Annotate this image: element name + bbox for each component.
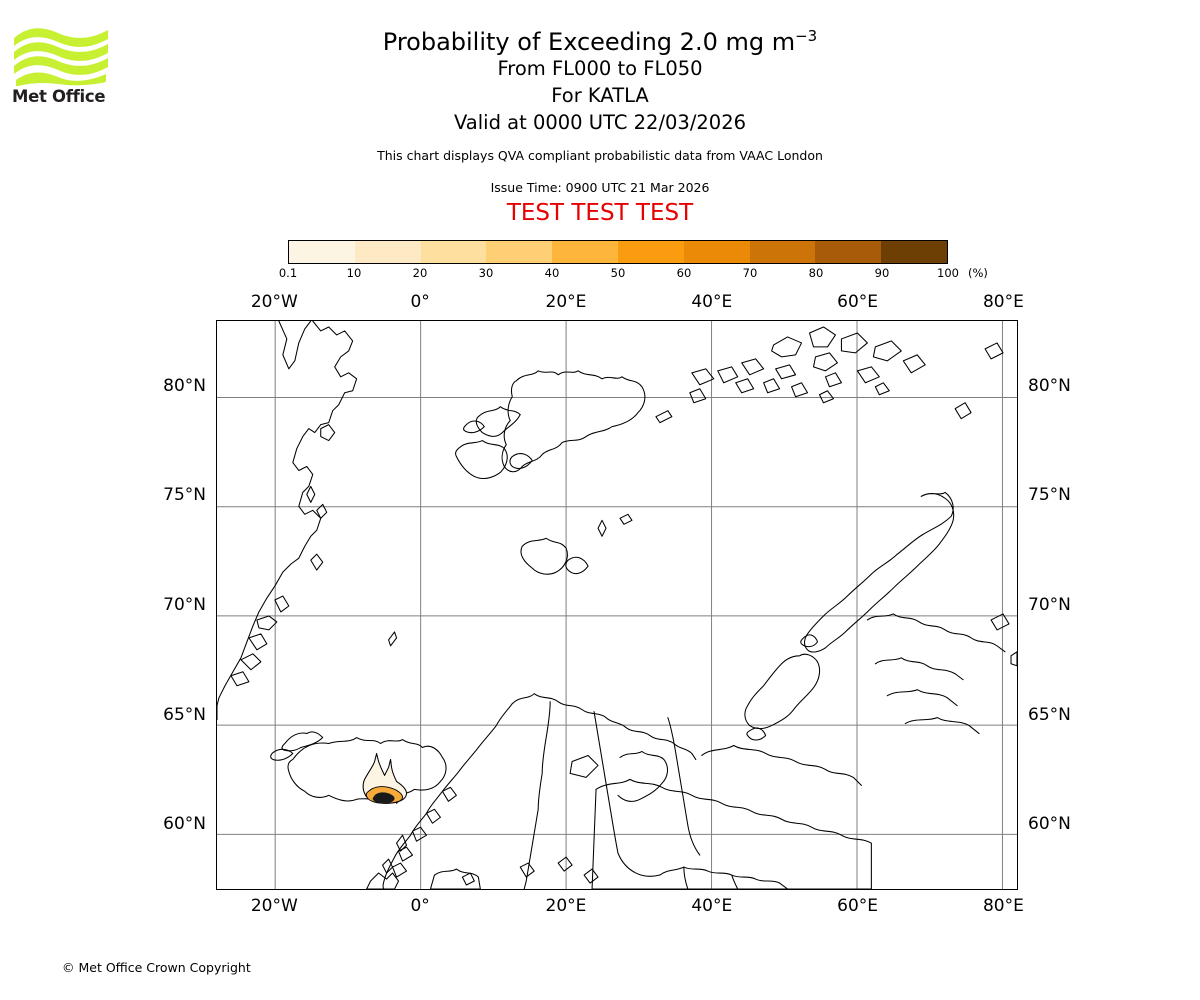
colorbar-tick-90: 90 xyxy=(874,266,890,280)
copyright-footer: © Met Office Crown Copyright xyxy=(62,960,251,975)
colorbar-tick-50: 50 xyxy=(610,266,626,280)
axis-left-label-80: 80°N xyxy=(163,375,206,396)
axis-left-label-75: 75°N xyxy=(163,485,206,506)
axis-bottom-label-0: 0° xyxy=(410,896,430,916)
axis-top-label-40: 40°E xyxy=(691,292,733,312)
colorbar-ticklabels: 0.1 10 20 30 40 50 60 70 80 90 100 xyxy=(279,266,959,282)
axis-top-label-0: 0° xyxy=(410,292,430,312)
volcano-line: For KATLA xyxy=(551,84,649,108)
title-block: Probability of Exceeding 2.0 mg m−3 From… xyxy=(0,0,1200,226)
colorbar-tick-70: 70 xyxy=(742,266,758,280)
met-office-brand-text: Met Office xyxy=(12,87,106,106)
flight-level-line: From FL000 to FL050 xyxy=(497,57,703,81)
colorbar-tick-60: 60 xyxy=(676,266,692,280)
chart-note: This chart displays QVA compliant probab… xyxy=(377,148,823,164)
axis-right-label-80: 80°N xyxy=(1028,375,1071,396)
axis-right-label-60: 60°N xyxy=(1028,814,1071,835)
axis-top-label--20: 20°W xyxy=(250,292,298,312)
colorbar-band-5 xyxy=(617,241,684,263)
map-canvas xyxy=(217,321,1017,889)
colorbar-band-3 xyxy=(486,241,553,263)
axis-left-label-60: 60°N xyxy=(163,814,206,835)
axis-right-label-75: 75°N xyxy=(1028,485,1071,506)
axis-left-label-70: 70°N xyxy=(163,594,206,615)
colorbar-tick-10: 10 xyxy=(346,266,362,280)
colorbar-tick-30: 30 xyxy=(478,266,494,280)
colorbar-tick-100: 100 xyxy=(937,266,959,280)
page-title-text: Probability of Exceeding 2.0 mg m xyxy=(382,28,796,56)
map-plot-area[interactable] xyxy=(216,320,1018,890)
axis-bottom-label-80: 80°E xyxy=(982,896,1024,916)
axis-top-label-60: 60°E xyxy=(837,292,879,312)
axis-right-label-70: 70°N xyxy=(1028,594,1071,615)
issue-time: Issue Time: 0900 UTC 21 Mar 2026 xyxy=(490,180,710,196)
colorbar-band-1 xyxy=(354,241,421,263)
colorbar-band-0 xyxy=(289,241,355,263)
colorbar xyxy=(288,240,948,264)
axis-top-label-80: 80°E xyxy=(982,292,1024,312)
axis-left-label-65: 65°N xyxy=(163,704,206,725)
ash-plume-contour xyxy=(362,752,408,804)
colorbar-band-2 xyxy=(420,241,487,263)
colorbar-unit-label: (%) xyxy=(968,266,988,280)
valid-time-line: Valid at 0000 UTC 22/03/2026 xyxy=(453,111,747,135)
page-title-exponent: −3 xyxy=(795,27,818,45)
colorbar-band-9 xyxy=(881,241,947,263)
axis-bottom-label--20: 20°W xyxy=(250,896,298,916)
met-office-waves-icon xyxy=(14,28,108,86)
colorbar-band-4 xyxy=(552,241,618,263)
colorbar-band-8 xyxy=(815,241,882,263)
met-office-logo: Met Office xyxy=(12,24,112,114)
colorbar-tick-20: 20 xyxy=(412,266,428,280)
axis-right-label-65: 65°N xyxy=(1028,704,1071,725)
colorbar-bands xyxy=(288,240,948,264)
axis-bottom-label-60: 60°E xyxy=(837,896,879,916)
colorbar-tick-40: 40 xyxy=(544,266,560,280)
colorbar-tick-80: 80 xyxy=(808,266,824,280)
map-coastlines xyxy=(217,321,1017,889)
colorbar-band-6 xyxy=(683,241,750,263)
test-banner: TEST TEST TEST xyxy=(506,200,694,227)
axis-bottom-label-20: 20°E xyxy=(545,896,587,916)
page-title: Probability of Exceeding 2.0 mg m−3 xyxy=(0,27,1200,56)
axis-bottom-label-40: 40°E xyxy=(691,896,733,916)
colorbar-band-7 xyxy=(749,241,816,263)
colorbar-tick-0.1: 0.1 xyxy=(278,266,298,280)
axis-top-label-20: 20°E xyxy=(545,292,587,312)
